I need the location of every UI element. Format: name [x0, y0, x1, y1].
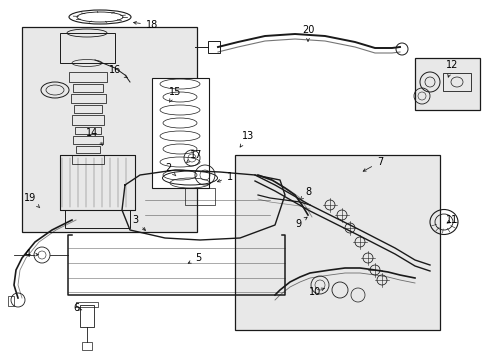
- Bar: [60, 155, 135, 210]
- Bar: [65, 210, 130, 228]
- Bar: [442, 73, 470, 91]
- Text: 6: 6: [73, 303, 81, 313]
- Bar: [73, 84, 103, 92]
- Text: 4: 4: [25, 249, 38, 259]
- Text: 1: 1: [217, 172, 233, 182]
- Bar: [73, 136, 103, 144]
- Text: 11: 11: [445, 215, 457, 225]
- Bar: [80, 305, 94, 327]
- Bar: [235, 155, 439, 330]
- Bar: [207, 41, 220, 53]
- Bar: [60, 33, 115, 63]
- Text: 9: 9: [294, 217, 306, 229]
- Text: 16: 16: [109, 65, 127, 77]
- Text: 2: 2: [164, 163, 176, 176]
- Text: 14: 14: [86, 128, 102, 145]
- Bar: [75, 127, 101, 134]
- Text: 20: 20: [301, 25, 314, 41]
- Bar: [76, 302, 98, 307]
- Bar: [8, 296, 14, 306]
- Bar: [72, 115, 104, 125]
- Text: 5: 5: [188, 253, 201, 263]
- Text: 3: 3: [132, 215, 145, 230]
- Bar: [71, 94, 106, 103]
- Text: 8: 8: [300, 187, 310, 200]
- Bar: [152, 78, 208, 188]
- Bar: [22, 27, 197, 232]
- Bar: [414, 58, 479, 110]
- Text: 7: 7: [363, 157, 382, 171]
- Bar: [69, 72, 107, 82]
- Text: 17: 17: [186, 150, 202, 162]
- Bar: [76, 146, 100, 153]
- Text: 13: 13: [240, 131, 254, 147]
- Bar: [74, 105, 102, 113]
- Text: 18: 18: [133, 20, 158, 30]
- Text: 19: 19: [24, 193, 40, 208]
- Text: 10: 10: [308, 287, 324, 297]
- Text: 12: 12: [445, 60, 457, 77]
- Text: 15: 15: [168, 87, 181, 102]
- Bar: [72, 155, 104, 164]
- Bar: [82, 342, 92, 350]
